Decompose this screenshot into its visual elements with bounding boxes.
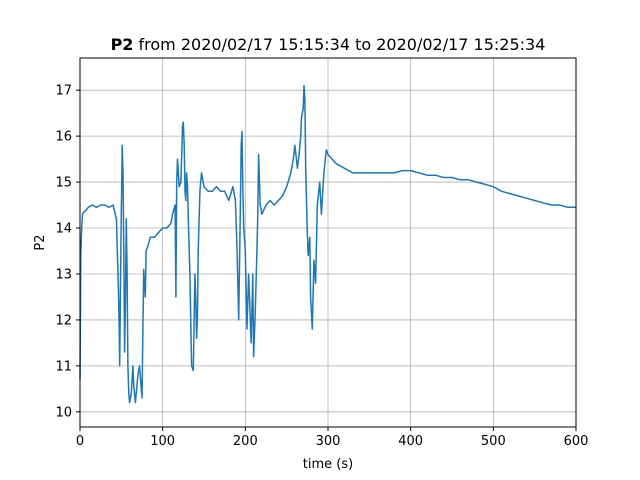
x-tick-label: 200 bbox=[233, 434, 258, 449]
chart-title: P2 from 2020/02/17 15:15:34 to 2020/02/1… bbox=[111, 35, 546, 54]
y-tick-label: 12 bbox=[55, 313, 72, 328]
x-tick-label: 0 bbox=[76, 434, 84, 449]
y-tick-label: 14 bbox=[55, 222, 72, 237]
chart-title-rest: from 2020/02/17 15:15:34 to 2020/02/17 1… bbox=[133, 35, 545, 54]
series-layer bbox=[79, 84, 576, 404]
y-tick-label: 16 bbox=[55, 130, 72, 145]
x-tick-label: 600 bbox=[564, 434, 589, 449]
x-tick-label: 500 bbox=[481, 434, 506, 449]
y-tick-label: 11 bbox=[55, 359, 72, 374]
x-tick-label: 400 bbox=[398, 434, 423, 449]
y-tick-label: 13 bbox=[55, 267, 72, 282]
chart-title-bold: P2 bbox=[111, 35, 134, 54]
series-line bbox=[79, 84, 576, 404]
x-axis: 0 100 200 300 400 500 600 bbox=[76, 427, 589, 449]
y-axis: 10 11 12 13 14 15 16 17 bbox=[55, 84, 80, 420]
y-axis-label: P2 bbox=[33, 234, 48, 250]
y-tick-label: 17 bbox=[55, 84, 72, 99]
x-axis-label: time (s) bbox=[303, 457, 353, 472]
y-tick-label: 15 bbox=[55, 176, 72, 191]
x-tick-label: 100 bbox=[150, 434, 175, 449]
x-tick-label: 300 bbox=[316, 434, 341, 449]
y-tick-label: 10 bbox=[55, 405, 72, 420]
